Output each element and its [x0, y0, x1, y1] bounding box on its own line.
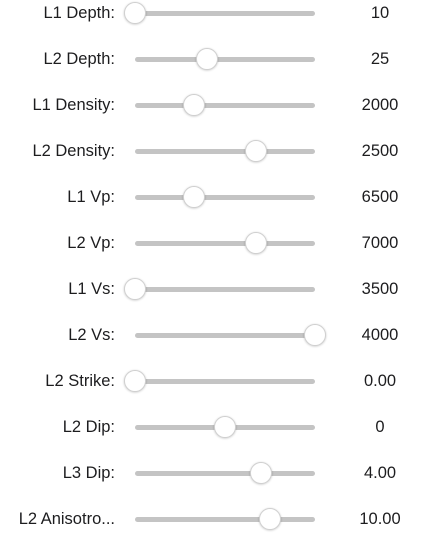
slider-thumb[interactable]: [244, 232, 267, 254]
control-label: L2 Depth:: [43, 50, 115, 68]
control-row-l2-density: L2 Density: 2500: [0, 136, 429, 166]
slider-thumb[interactable]: [183, 186, 206, 208]
slider-track: [135, 11, 315, 16]
control-value: 25: [370, 50, 390, 68]
control-value: 2000: [361, 96, 399, 114]
control-label: L2 Density:: [32, 142, 115, 160]
slider-track: [135, 333, 315, 338]
l1-depth-slider[interactable]: [124, 0, 315, 28]
slider-thumb[interactable]: [183, 94, 206, 116]
l2-depth-slider[interactable]: [135, 44, 315, 74]
slider-track: [135, 287, 315, 292]
slider-thumb[interactable]: [124, 2, 146, 24]
l2-anisotropy-slider[interactable]: [135, 504, 315, 534]
control-row-l3-dip: L3 Dip: 4.00: [0, 458, 429, 488]
control-value: 4.00: [363, 464, 397, 482]
slider-thumb[interactable]: [214, 416, 236, 438]
slider-thumb[interactable]: [196, 48, 218, 70]
control-label: L1 Vp:: [67, 188, 115, 206]
slider-track: [135, 103, 315, 108]
slider-thumb[interactable]: [259, 508, 281, 530]
slider-thumb[interactable]: [304, 324, 326, 346]
slider-track: [135, 517, 315, 522]
slider-track: [135, 241, 315, 246]
control-value: 4000: [361, 326, 399, 344]
slider-thumb[interactable]: [244, 140, 267, 162]
l2-vp-slider[interactable]: [135, 228, 315, 258]
control-label: L2 Dip:: [62, 418, 115, 436]
control-value: 7000: [361, 234, 399, 252]
l2-dip-slider[interactable]: [135, 412, 315, 442]
control-row-l2-depth: L2 Depth: 25: [0, 44, 429, 74]
control-row-l2-anisotropy: L2 Anisotro... 10.00: [0, 504, 429, 534]
slider-track: [135, 57, 315, 62]
control-row-l2-dip: L2 Dip: 0: [0, 412, 429, 442]
control-label: L1 Density:: [32, 96, 115, 114]
control-row-l1-vp: L1 Vp: 6500: [0, 182, 429, 212]
slider-thumb[interactable]: [250, 462, 272, 484]
control-value: 0.00: [363, 372, 397, 390]
control-value: 2500: [361, 142, 399, 160]
l2-vs-slider[interactable]: [135, 320, 326, 350]
slider-track: [135, 195, 315, 200]
slider-thumb[interactable]: [124, 370, 146, 392]
control-value: 6500: [361, 188, 399, 206]
control-label: L2 Vs:: [68, 326, 115, 344]
control-row-l2-vp: L2 Vp: 7000: [0, 228, 429, 258]
control-row-l1-depth: L1 Depth: 10: [0, 0, 429, 28]
slider-track: [135, 149, 315, 154]
slider-track: [135, 471, 315, 476]
control-row-l1-density: L1 Density: 2000: [0, 90, 429, 120]
control-row-l2-strike: L2 Strike: 0.00: [0, 366, 429, 396]
slider-thumb[interactable]: [124, 278, 146, 300]
control-row-l1-vs: L1 Vs: 3500: [0, 274, 429, 304]
l1-density-slider[interactable]: [135, 90, 315, 120]
control-value: 0: [375, 418, 385, 436]
control-value: 10: [370, 4, 390, 22]
control-label: L2 Strike:: [45, 372, 115, 390]
slider-track: [135, 379, 315, 384]
l3-dip-slider[interactable]: [135, 458, 315, 488]
control-label: L2 Anisotro...: [18, 510, 115, 528]
control-label: L1 Vs:: [68, 280, 115, 298]
control-label: L3 Dip:: [62, 464, 115, 482]
l1-vs-slider[interactable]: [124, 274, 315, 304]
l2-density-slider[interactable]: [135, 136, 315, 166]
control-label: L1 Depth:: [43, 4, 115, 22]
control-value: 10.00: [359, 510, 401, 528]
control-value: 3500: [361, 280, 399, 298]
l1-vp-slider[interactable]: [135, 182, 315, 212]
control-label: L2 Vp:: [67, 234, 115, 252]
l2-strike-slider[interactable]: [124, 366, 315, 396]
control-row-l2-vs: L2 Vs: 4000: [0, 320, 429, 350]
